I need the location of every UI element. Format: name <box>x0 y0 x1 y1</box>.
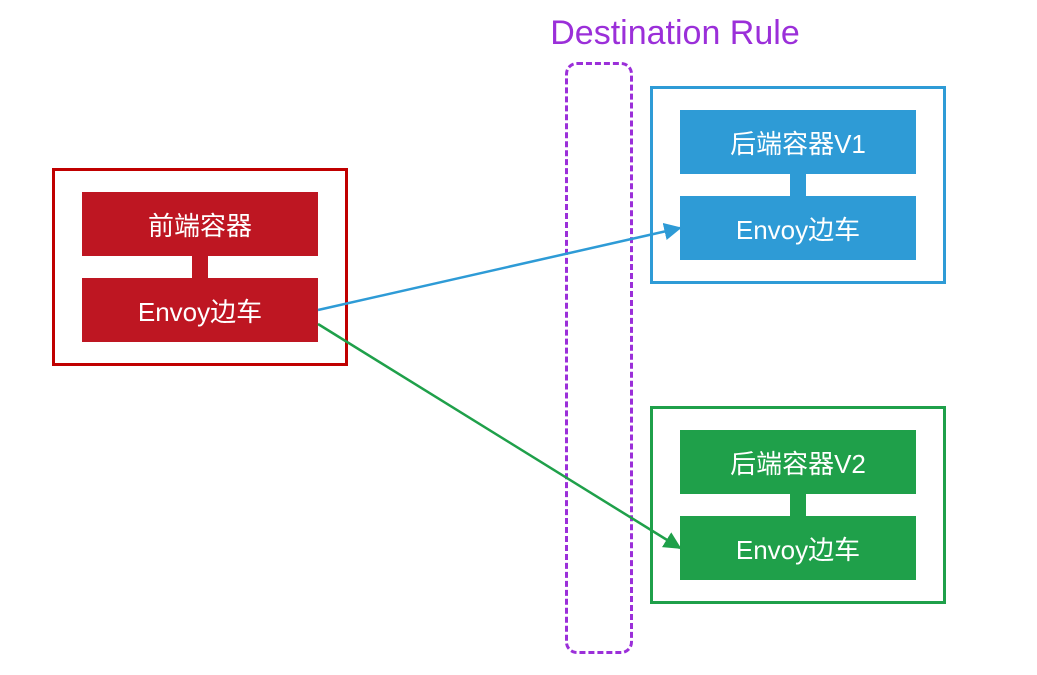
backend-v1-sidecar-box: Envoy边车 <box>680 196 916 260</box>
backend-v1-container-box: 后端容器V1 <box>680 110 916 174</box>
backend-v2-connector <box>790 494 806 516</box>
frontend-container-box: 前端容器 <box>82 192 318 256</box>
destination-rule-box <box>565 62 633 654</box>
frontend-connector <box>192 256 208 278</box>
diagram-canvas: Destination Rule 前端容器 Envoy边车 后端容器V1 Env… <box>0 0 1037 675</box>
backend-v2-container-box: 后端容器V2 <box>680 430 916 494</box>
destination-rule-title: Destination Rule <box>505 14 845 53</box>
backend-v1-connector <box>790 174 806 196</box>
frontend-sidecar-box: Envoy边车 <box>82 278 318 342</box>
backend-v2-sidecar-box: Envoy边车 <box>680 516 916 580</box>
